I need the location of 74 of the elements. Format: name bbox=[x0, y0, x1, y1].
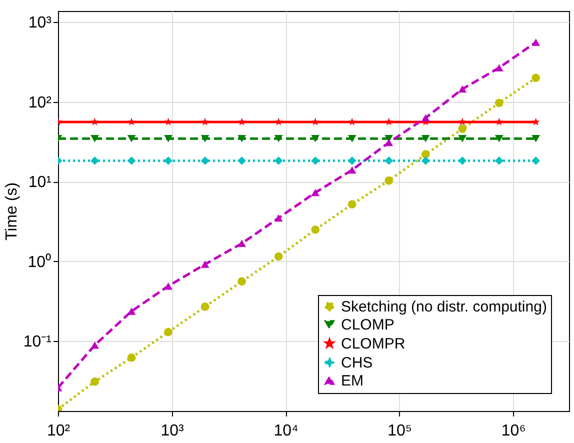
point bbox=[238, 156, 246, 165]
point bbox=[128, 118, 136, 126]
point bbox=[90, 135, 99, 142]
point bbox=[532, 156, 540, 165]
point bbox=[494, 98, 504, 108]
point bbox=[458, 118, 466, 126]
point bbox=[127, 135, 136, 142]
y-tick-label: 10³ bbox=[28, 14, 52, 32]
point bbox=[238, 240, 246, 248]
point bbox=[421, 150, 430, 159]
point bbox=[421, 135, 430, 142]
point bbox=[90, 342, 99, 349]
point bbox=[384, 176, 394, 185]
point bbox=[311, 225, 320, 234]
point bbox=[494, 135, 504, 142]
y-axis-title: Time (s) bbox=[3, 182, 20, 241]
point bbox=[164, 282, 172, 290]
point bbox=[495, 118, 504, 126]
point bbox=[532, 118, 540, 126]
point bbox=[311, 118, 320, 126]
point bbox=[348, 200, 356, 208]
point bbox=[238, 118, 246, 126]
point bbox=[532, 135, 540, 142]
legend-label: CLOMPR bbox=[341, 336, 406, 352]
point bbox=[127, 354, 136, 362]
point bbox=[200, 135, 210, 142]
point bbox=[274, 214, 283, 222]
point bbox=[238, 277, 246, 286]
point bbox=[274, 118, 283, 126]
x-tick-label: 10² bbox=[46, 422, 71, 440]
point bbox=[421, 114, 430, 122]
point bbox=[164, 156, 172, 165]
point bbox=[458, 135, 467, 142]
x-tick-label: 10⁵ bbox=[388, 422, 412, 440]
point bbox=[348, 135, 356, 142]
point bbox=[348, 156, 356, 165]
point bbox=[90, 378, 99, 386]
point bbox=[311, 135, 320, 142]
point bbox=[90, 156, 99, 165]
legend-label: CHS bbox=[341, 354, 373, 372]
y-tick-label: 10⁰ bbox=[28, 252, 52, 271]
point bbox=[238, 135, 246, 142]
point bbox=[532, 38, 540, 46]
x-tick-label: 10⁶ bbox=[501, 422, 526, 440]
point bbox=[164, 135, 172, 142]
point bbox=[164, 328, 172, 336]
point bbox=[494, 64, 504, 72]
point bbox=[200, 260, 210, 268]
point bbox=[90, 118, 99, 126]
point bbox=[311, 188, 320, 196]
point bbox=[384, 138, 394, 146]
legend-label: EM bbox=[341, 372, 364, 390]
point bbox=[348, 166, 356, 174]
point bbox=[494, 156, 504, 165]
point bbox=[384, 118, 393, 126]
point bbox=[274, 156, 283, 165]
x-tick-label: 10³ bbox=[160, 422, 185, 440]
point bbox=[384, 156, 394, 165]
point bbox=[458, 124, 467, 133]
legend-label: CLOMP bbox=[341, 316, 394, 334]
point bbox=[200, 302, 210, 311]
point bbox=[164, 118, 172, 126]
legend-label: Sketching (no distr. computing) bbox=[341, 298, 547, 316]
point bbox=[201, 118, 210, 126]
point bbox=[127, 156, 136, 165]
x-tick-label: 10⁴ bbox=[274, 422, 299, 440]
y-tick-label: 10¹ bbox=[28, 174, 52, 192]
y-tick-label: 10⁻¹ bbox=[23, 334, 52, 351]
point bbox=[532, 74, 540, 82]
point bbox=[274, 135, 283, 142]
point bbox=[274, 252, 283, 261]
point bbox=[348, 118, 356, 126]
y-tick-label: 10² bbox=[28, 94, 52, 112]
point bbox=[458, 85, 467, 93]
